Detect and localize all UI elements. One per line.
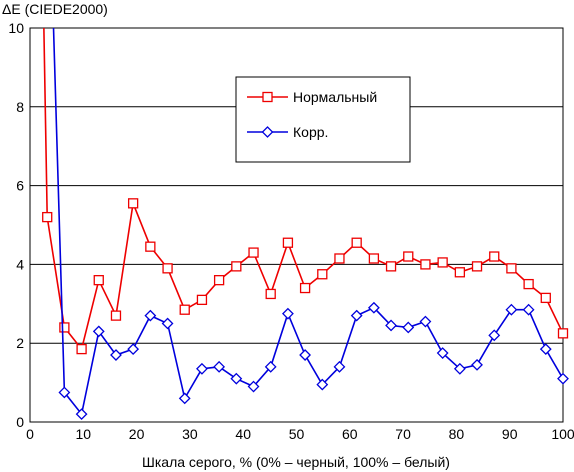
data-point (471, 358, 483, 371)
y-tick-label-2: 2 (16, 335, 24, 351)
data-point (127, 343, 140, 356)
data-point (75, 408, 88, 421)
data-point (368, 253, 380, 264)
data-point (420, 259, 431, 270)
data-point (385, 319, 397, 332)
x-tick-labels: 0 10 20 30 40 50 60 70 80 90 100 (26, 426, 574, 442)
data-point (488, 329, 501, 342)
x-tick-label-30: 30 (182, 426, 198, 442)
x-tick-label-70: 70 (395, 426, 411, 442)
x-tick-label-90: 90 (502, 426, 518, 442)
data-point (540, 292, 551, 304)
data-point (145, 241, 156, 252)
data-point (402, 321, 415, 334)
data-point (127, 198, 139, 209)
data-point (196, 362, 208, 375)
series-1 (52, 28, 569, 421)
series-layer (42, 28, 569, 421)
legend: Нормальный Корр. (235, 76, 411, 163)
data-point (333, 360, 346, 373)
x-tick-label-0: 0 (26, 426, 34, 442)
data-point (351, 237, 362, 248)
data-point (367, 301, 380, 314)
data-point (178, 392, 191, 405)
data-point (506, 263, 517, 274)
data-point (334, 253, 345, 264)
data-point (93, 275, 104, 286)
data-point (162, 263, 173, 274)
x-tick-label-20: 20 (129, 426, 145, 442)
y-tick-label-8: 8 (16, 99, 24, 115)
data-point (453, 362, 466, 375)
data-point (247, 380, 260, 393)
data-point (437, 257, 448, 268)
data-point (436, 347, 449, 359)
data-point (539, 343, 552, 356)
y-tick-labels: 0 2 4 6 8 10 (8, 20, 24, 430)
series-0 (42, 28, 569, 355)
legend-label-corr: Корр. (293, 124, 328, 140)
data-point (557, 372, 569, 385)
y-tick-label-10: 10 (8, 20, 24, 36)
data-point (230, 372, 243, 385)
x-axis-label: Шкала серого, % (0% – черный, 100% – бел… (142, 454, 450, 470)
data-point (179, 304, 190, 315)
x-tick-label-100: 100 (551, 426, 574, 442)
data-point (350, 309, 363, 322)
legend-marker-corr (261, 126, 274, 138)
data-point (299, 349, 312, 361)
data-point (265, 288, 276, 300)
x-tick-label-80: 80 (449, 426, 465, 442)
data-point (92, 325, 105, 338)
data-point (403, 251, 414, 262)
data-point (59, 322, 70, 333)
x-tick-label-10: 10 (76, 426, 92, 442)
y-axis-label: ΔE (CIEDE2000) (2, 1, 108, 17)
data-point (144, 309, 157, 322)
data-point (471, 261, 483, 272)
legend-box (235, 76, 411, 163)
data-point (523, 278, 534, 290)
y-tick-label-4: 4 (16, 256, 24, 272)
data-point (76, 343, 87, 355)
x-tick-label-50: 50 (289, 426, 305, 442)
legend-marker-normal (262, 91, 273, 103)
data-point (161, 317, 174, 330)
x-tick-label-60: 60 (342, 426, 358, 442)
data-point (385, 261, 397, 272)
data-point (454, 267, 466, 278)
data-point (317, 269, 328, 280)
data-point (505, 303, 518, 316)
data-point (248, 247, 259, 258)
data-point (522, 303, 535, 316)
data-point (282, 237, 294, 248)
data-point (213, 275, 225, 286)
data-point (281, 307, 294, 320)
x-tick-label-40: 40 (235, 426, 251, 442)
legend-label-normal: Нормальный (293, 89, 377, 105)
data-point (196, 294, 208, 306)
data-point (419, 315, 432, 328)
data-point (231, 261, 242, 272)
data-point (557, 328, 569, 339)
data-point (110, 349, 122, 361)
data-point (213, 360, 226, 373)
data-point (110, 310, 122, 321)
data-point (42, 211, 53, 223)
data-point (299, 282, 311, 294)
data-point (316, 378, 329, 391)
data-point (264, 360, 277, 373)
data-point (58, 386, 71, 399)
y-tick-label-0: 0 (16, 414, 24, 430)
y-tick-label-6: 6 (16, 178, 24, 194)
data-point (489, 251, 500, 262)
